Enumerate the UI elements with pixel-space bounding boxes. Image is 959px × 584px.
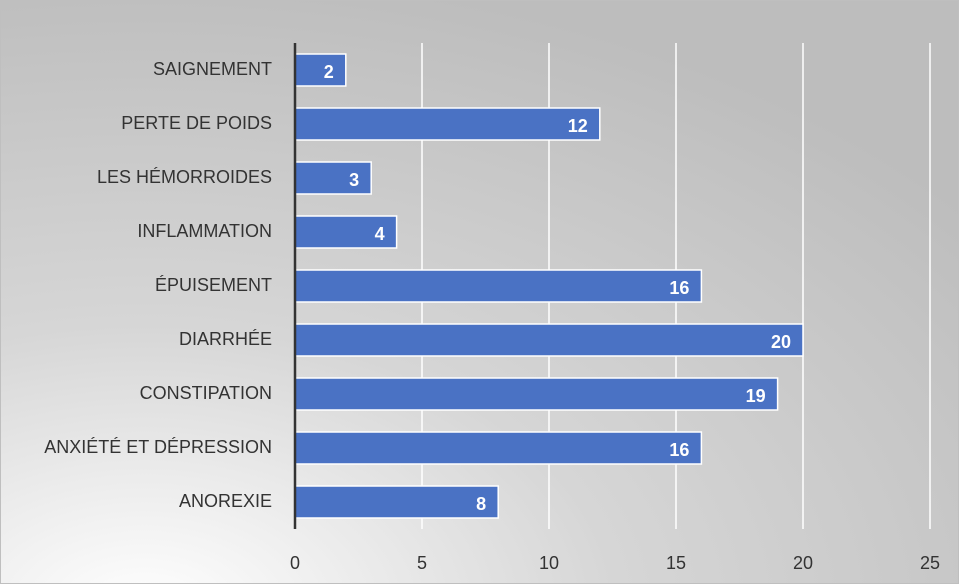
data-label: 16 [669, 278, 689, 298]
y-tick-label: PERTE DE POIDS [121, 113, 272, 133]
bar [294, 107, 601, 141]
x-tick-label: 10 [539, 553, 559, 573]
bar [294, 323, 804, 357]
y-tick-label: SAIGNEMENT [153, 59, 272, 79]
data-label: 12 [568, 116, 588, 136]
bar [294, 269, 703, 303]
x-tick-label: 20 [793, 553, 813, 573]
data-label: 2 [324, 62, 334, 82]
y-tick-label: ÉPUISEMENT [155, 275, 272, 295]
bar [294, 377, 779, 411]
y-tick-label: INFLAMMATION [137, 221, 272, 241]
y-tick-label: ANOREXIE [179, 491, 272, 511]
x-tick-label: 0 [290, 553, 300, 573]
y-tick-label: ANXIÉTÉ ET DÉPRESSION [44, 437, 272, 457]
data-label: 19 [746, 386, 766, 406]
bar [294, 53, 347, 87]
x-tick-label: 25 [920, 553, 940, 573]
y-tick-label: CONSTIPATION [140, 383, 272, 403]
bar [294, 431, 703, 465]
x-tick-label: 5 [417, 553, 427, 573]
x-tick-label: 15 [666, 553, 686, 573]
y-tick-label: LES HÉMORROIDES [97, 167, 272, 187]
data-label: 16 [669, 440, 689, 460]
bar [294, 161, 372, 195]
bar [294, 485, 499, 519]
data-label: 20 [771, 332, 791, 352]
data-label: 4 [375, 224, 385, 244]
data-label: 3 [349, 170, 359, 190]
data-label: 8 [476, 494, 486, 514]
y-tick-label: DIARRHÉE [179, 329, 272, 349]
